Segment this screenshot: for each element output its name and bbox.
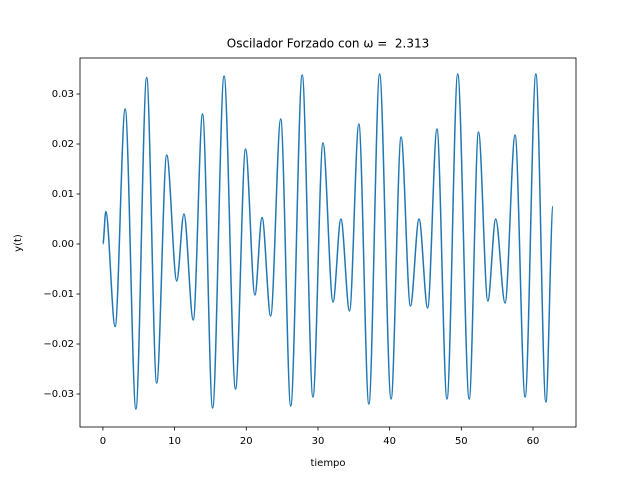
x-tick-label: 30: [312, 436, 325, 447]
x-tick-label: 50: [455, 436, 468, 447]
x-tick-label: 10: [168, 436, 181, 447]
x-axis-label: tiempo: [310, 458, 345, 469]
y-tick-label: 0.00: [52, 239, 74, 250]
x-tick-label: 60: [527, 436, 540, 447]
x-tick-label: 20: [240, 436, 253, 447]
x-tick-label: 0: [100, 436, 106, 447]
y-tick-label: 0.01: [52, 189, 74, 200]
y-axis-label: y(t): [13, 234, 24, 252]
plot-frame: [79, 57, 577, 428]
x-tick-label: 40: [383, 436, 396, 447]
y-tick-label: 0.03: [52, 89, 74, 100]
y-tick-label: 0.02: [52, 139, 74, 150]
y-tick-label: −0.03: [43, 389, 74, 400]
y-tick-label: −0.02: [43, 339, 74, 350]
data-line: [102, 73, 554, 410]
chart-title: Oscilador Forzado con ω = 2.313: [227, 37, 429, 51]
y-tick-label: −0.01: [43, 289, 74, 300]
